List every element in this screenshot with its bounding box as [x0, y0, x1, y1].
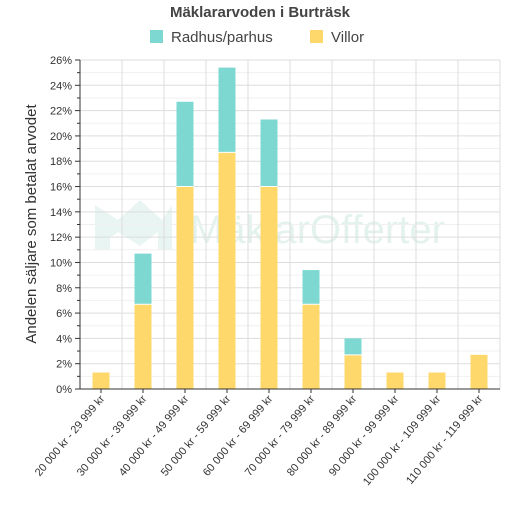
bars [92, 67, 488, 389]
y-tick-label: 2% [56, 359, 72, 371]
legend-item[interactable]: Villor [310, 29, 364, 46]
axes [75, 59, 500, 393]
y-tick-label: 14% [50, 207, 72, 219]
bar-segment[interactable] [260, 119, 278, 187]
bar-segment[interactable] [134, 253, 152, 305]
x-tick-label: 70 000 kr - 79 999 kr [243, 393, 318, 479]
legend: Radhus/parhus Villor [150, 29, 364, 46]
legend-label: Radhus/parhus [171, 29, 273, 46]
y-tick-label: 12% [50, 232, 72, 244]
y-tick-label: 26% [50, 55, 72, 67]
y-tick-label: 22% [50, 106, 72, 118]
bar-segment[interactable] [386, 372, 404, 389]
y-tick-label: 10% [50, 257, 72, 269]
y-tick-label: 24% [50, 80, 72, 92]
y-tick-label: 18% [50, 156, 72, 168]
bar-segment[interactable] [176, 186, 194, 389]
bar-segment[interactable] [218, 152, 236, 389]
x-tick-label: 100 000 kr - 109 999 kr [361, 393, 444, 488]
y-tick-labels: 0% 2% 4% 6% 8% 10% 12% 14% 16% 18% 20% 22% 24% 26% [50, 55, 72, 396]
x-tick-label: 80 000 kr - 89 999 kr [285, 393, 360, 479]
y-tick-label: 4% [56, 333, 72, 345]
x-tick-label: 40 000 kr - 49 999 kr [117, 393, 192, 479]
bar-segment[interactable] [260, 186, 278, 389]
y-tick-label: 0% [56, 384, 72, 396]
bar-segment[interactable] [344, 354, 362, 389]
y-tick-label: 8% [56, 283, 72, 295]
chart-title: Mäklararvoden i Burträsk [170, 4, 351, 21]
y-tick-label: 6% [56, 308, 72, 320]
bar-segment[interactable] [134, 304, 152, 389]
grid [79, 59, 501, 390]
bar-segment[interactable] [428, 372, 446, 389]
x-tick-label: 90 000 kr - 99 999 kr [327, 393, 402, 479]
legend-swatch [310, 30, 323, 43]
bar-segment[interactable] [470, 354, 488, 389]
x-tick-label: 50 000 kr - 59 999 kr [159, 393, 234, 479]
y-tick-label: 20% [50, 131, 72, 143]
x-tick-label: 30 000 kr - 39 999 kr [75, 393, 150, 479]
bar-segment[interactable] [302, 270, 320, 305]
legend-swatch [150, 30, 163, 43]
bar-segment[interactable] [92, 372, 110, 389]
y-tick-label: 16% [50, 182, 72, 194]
x-tick-label: 20 000 kr - 29 999 kr [33, 393, 108, 479]
legend-label: Villor [331, 29, 364, 46]
y-axis-label: Andelen säljare som betalat arvodet [23, 104, 40, 344]
legend-item[interactable]: Radhus/parhus [150, 29, 273, 46]
bar-segment[interactable] [344, 338, 362, 355]
x-tick-label: 110 000 kr - 119 999 kr [404, 393, 485, 487]
x-tick-label: 60 000 kr - 69 999 kr [201, 393, 276, 479]
bar-segment[interactable] [176, 101, 194, 187]
bar-segment[interactable] [302, 304, 320, 389]
bar-segment[interactable] [218, 67, 236, 153]
